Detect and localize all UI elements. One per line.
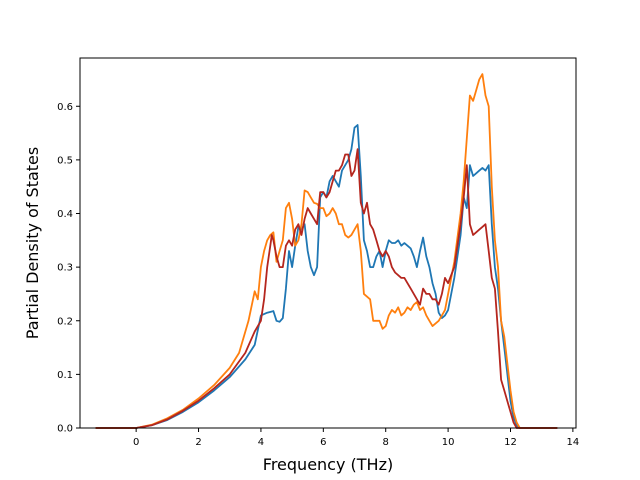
y-tick-label: 0.4 bbox=[57, 209, 73, 220]
x-tick-label: 6 bbox=[320, 437, 326, 448]
x-tick-label: 4 bbox=[258, 437, 264, 448]
x-tick-label: 10 bbox=[442, 437, 455, 448]
plot-lines bbox=[95, 73, 558, 429]
y-axis-title: Partial Density of States bbox=[23, 147, 42, 339]
x-axis-ticks: 0 2 4 6 8 10 12 14 bbox=[133, 428, 579, 448]
y-tick-label: 0.6 bbox=[57, 102, 73, 113]
x-tick-label: 8 bbox=[383, 437, 389, 448]
series-line-3 bbox=[95, 148, 558, 429]
x-axis-title: Frequency (THz) bbox=[263, 455, 393, 474]
y-tick-label: 0.5 bbox=[57, 155, 73, 166]
x-tick-label: 14 bbox=[567, 437, 580, 448]
x-tick-label: 2 bbox=[195, 437, 201, 448]
plot-frame bbox=[79, 57, 577, 429]
x-tick-label: 0 bbox=[133, 437, 139, 448]
series-line-1 bbox=[95, 124, 558, 429]
y-axis-ticks: 0.0 0.1 0.2 0.3 0.4 0.5 0.6 bbox=[57, 102, 80, 435]
y-tick-label: 0.0 bbox=[57, 424, 73, 435]
y-tick-label: 0.2 bbox=[57, 316, 73, 327]
y-tick-label: 0.1 bbox=[57, 370, 73, 381]
series-line-2 bbox=[95, 73, 558, 429]
x-tick-label: 12 bbox=[504, 437, 517, 448]
y-tick-label: 0.3 bbox=[57, 263, 73, 274]
